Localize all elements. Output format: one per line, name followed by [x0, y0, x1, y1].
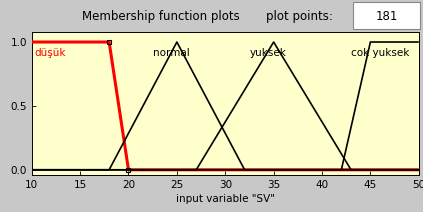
- Text: 181: 181: [376, 10, 398, 23]
- Text: yuksek: yuksek: [250, 48, 286, 59]
- FancyBboxPatch shape: [353, 2, 420, 29]
- Text: cok yuksek: cok yuksek: [351, 48, 409, 59]
- Text: Membership function plots: Membership function plots: [82, 10, 239, 23]
- Text: normal: normal: [153, 48, 190, 59]
- X-axis label: input variable "SV": input variable "SV": [176, 194, 275, 204]
- Text: plot points:: plot points:: [266, 10, 333, 23]
- Text: düşük: düşük: [35, 48, 66, 59]
